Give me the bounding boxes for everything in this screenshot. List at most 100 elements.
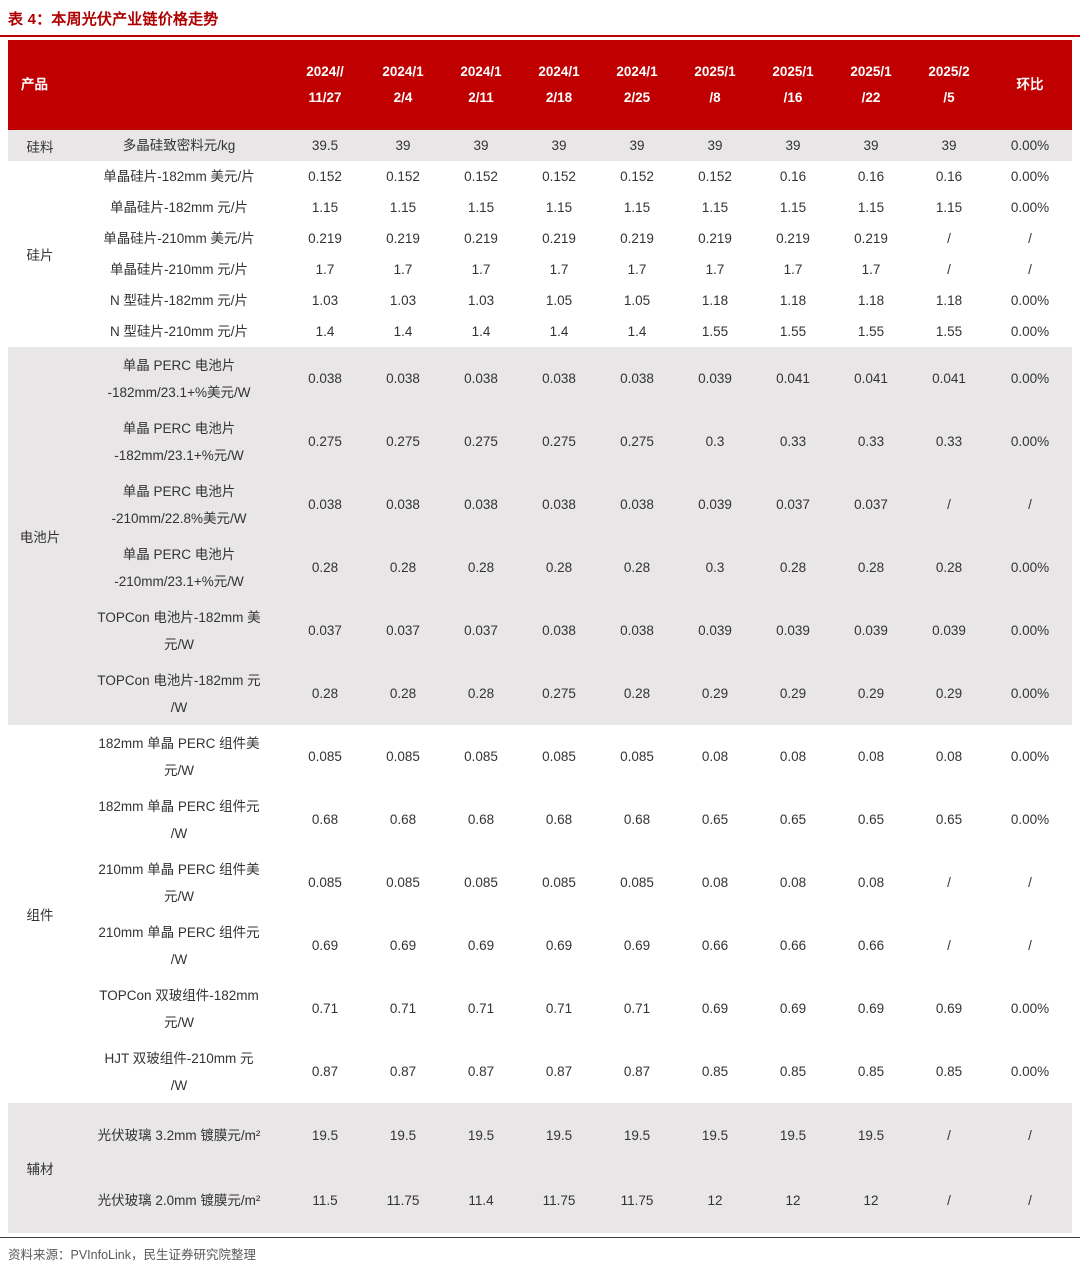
change-cell: 0.00%: [988, 285, 1072, 316]
product-name-cell: TOPCon 电池片-182mm 美 元/W: [72, 599, 286, 662]
price-cell: 11.75: [598, 1168, 676, 1233]
price-cell: 0.16: [832, 161, 910, 192]
change-cell: 0.00%: [988, 161, 1072, 192]
price-cell: 12: [676, 1168, 754, 1233]
product-name-cell: 单晶 PERC 电池片 -182mm/23.1+%美元/W: [72, 347, 286, 410]
price-cell: 0.87: [364, 1040, 442, 1103]
price-cell: 0.85: [754, 1040, 832, 1103]
product-name-cell: 单晶 PERC 电池片 -210mm/23.1+%元/W: [72, 536, 286, 599]
price-cell: 0.08: [754, 725, 832, 788]
price-cell: 0.28: [364, 536, 442, 599]
change-cell: /: [988, 1168, 1072, 1233]
product-name-cell: TOPCon 双玻组件-182mm 元/W: [72, 977, 286, 1040]
price-cell: 19.5: [676, 1103, 754, 1168]
table-row: 单晶硅片-210mm 美元/片 0.219 0.219 0.219 0.219 0.219…: [8, 223, 1072, 254]
price-cell: 0.28: [910, 536, 988, 599]
table-row: 辅材 光伏玻璃 3.2mm 镀膜元/m² 19.5 19.5 19.5 19.5 19.5 1…: [8, 1103, 1072, 1233]
date-column-header: 2024/1 2/18: [520, 40, 598, 130]
price-cell: 19.5: [832, 1103, 910, 1168]
table-row: N 型硅片-182mm 元/片 1.03 1.03 1.03 1.05 1.05 1.18 1…: [8, 285, 1072, 316]
change-cell: 0.00%: [988, 977, 1072, 1040]
product-name-cell: 单晶 PERC 电池片 -210mm/22.8%美元/W: [72, 473, 286, 536]
source-note: 资料来源：PVInfoLink，民生证券研究院整理: [0, 1237, 1080, 1269]
price-cell: 0.66: [832, 914, 910, 977]
change-cell: /: [988, 851, 1072, 914]
date-column-header: 2025/1 /22: [832, 40, 910, 130]
price-cell: 0.29: [910, 662, 988, 725]
price-cell: 0.87: [286, 1040, 364, 1103]
title-bar: 表 4：本周光伏产业链价格走势: [0, 0, 1080, 37]
price-cell: 0.33: [832, 410, 910, 473]
price-cell: 0.68: [286, 788, 364, 851]
price-cell: 0.039: [676, 347, 754, 410]
price-cell: 0.085: [598, 851, 676, 914]
price-cell: 1.7: [832, 254, 910, 285]
change-cell: 0.00%: [988, 599, 1072, 662]
price-cell: 0.28: [598, 662, 676, 725]
price-cell: 0.68: [442, 788, 520, 851]
price-cell: 0.037: [832, 473, 910, 536]
price-cell: 1.15: [364, 192, 442, 223]
price-cell: 11.75: [364, 1168, 442, 1233]
price-cell: 1.55: [832, 316, 910, 347]
change-cell: 0.00%: [988, 316, 1072, 347]
price-cell: 0.152: [442, 161, 520, 192]
table-row: 硅片 单晶硅片-182mm 美元/片 0.152 0.152 0.152 0.152 0.1…: [8, 161, 1072, 347]
price-cell: 0.33: [910, 410, 988, 473]
price-cell: 0.68: [520, 788, 598, 851]
price-cell: 0.85: [676, 1040, 754, 1103]
price-cell: 19.5: [286, 1103, 364, 1168]
change-cell: /: [988, 223, 1072, 254]
price-cell: 1.7: [754, 254, 832, 285]
table-title: 表 4：本周光伏产业链价格走势: [8, 11, 219, 28]
price-cell: 0.039: [676, 599, 754, 662]
price-cell: 1.55: [676, 316, 754, 347]
price-cell: 0.69: [442, 914, 520, 977]
price-cell: 0.28: [286, 662, 364, 725]
price-cell: 0.085: [442, 851, 520, 914]
price-cell: 0.038: [286, 473, 364, 536]
price-cell: 0.28: [520, 536, 598, 599]
category-cell: 硅料: [8, 130, 72, 161]
price-table: 产品 2024// 11/27 2024/1 2/4 2024/1 2/11 2…: [8, 40, 1072, 1233]
price-cell: 1.15: [832, 192, 910, 223]
price-cell: 0.219: [754, 223, 832, 254]
price-cell: 1.4: [442, 316, 520, 347]
price-cell: 0.085: [286, 725, 364, 788]
product-name-cell: TOPCon 电池片-182mm 元 /W: [72, 662, 286, 725]
price-cell: 0.038: [286, 347, 364, 410]
price-cell: 11.5: [286, 1168, 364, 1233]
table-row: 182mm 单晶 PERC 组件元 /W 0.68 0.68 0.68 0.68 0.68…: [8, 788, 1072, 851]
price-cell: 0.66: [676, 914, 754, 977]
price-cell: 1.05: [520, 285, 598, 316]
price-cell: 0.219: [832, 223, 910, 254]
price-cell: 1.4: [286, 316, 364, 347]
price-cell: 0.16: [754, 161, 832, 192]
price-cell: 1.15: [676, 192, 754, 223]
price-cell: 0.69: [832, 977, 910, 1040]
price-cell: 12: [832, 1168, 910, 1233]
product-name-cell: 单晶 PERC 电池片 -182mm/23.1+%元/W: [72, 410, 286, 473]
product-name-cell: 210mm 单晶 PERC 组件美 元/W: [72, 851, 286, 914]
price-cell: 1.4: [598, 316, 676, 347]
category-cell: 组件: [8, 725, 72, 1103]
price-cell: 0.085: [286, 851, 364, 914]
price-cell: 0.28: [286, 536, 364, 599]
price-cell: 0.71: [286, 977, 364, 1040]
price-cell: 0.69: [598, 914, 676, 977]
price-cell: 0.85: [910, 1040, 988, 1103]
product-name-cell: N 型硅片-210mm 元/片: [72, 316, 286, 347]
price-cell: 0.275: [364, 410, 442, 473]
price-cell: 0.038: [442, 347, 520, 410]
product-name-cell: 光伏玻璃 3.2mm 镀膜元/m²: [72, 1103, 286, 1168]
price-cell: 19.5: [520, 1103, 598, 1168]
table-row: 单晶 PERC 电池片 -210mm/22.8%美元/W 0.038 0.038 0.…: [8, 473, 1072, 536]
change-column-header: 环比: [988, 40, 1072, 130]
change-cell: 0.00%: [988, 662, 1072, 725]
table-row: N 型硅片-210mm 元/片 1.4 1.4 1.4 1.4 1.4 1.55 1.55 1.…: [8, 316, 1072, 347]
price-cell: 1.18: [910, 285, 988, 316]
product-name-cell: N 型硅片-182mm 元/片: [72, 285, 286, 316]
price-cell: 0.71: [364, 977, 442, 1040]
price-cell: 0.65: [754, 788, 832, 851]
